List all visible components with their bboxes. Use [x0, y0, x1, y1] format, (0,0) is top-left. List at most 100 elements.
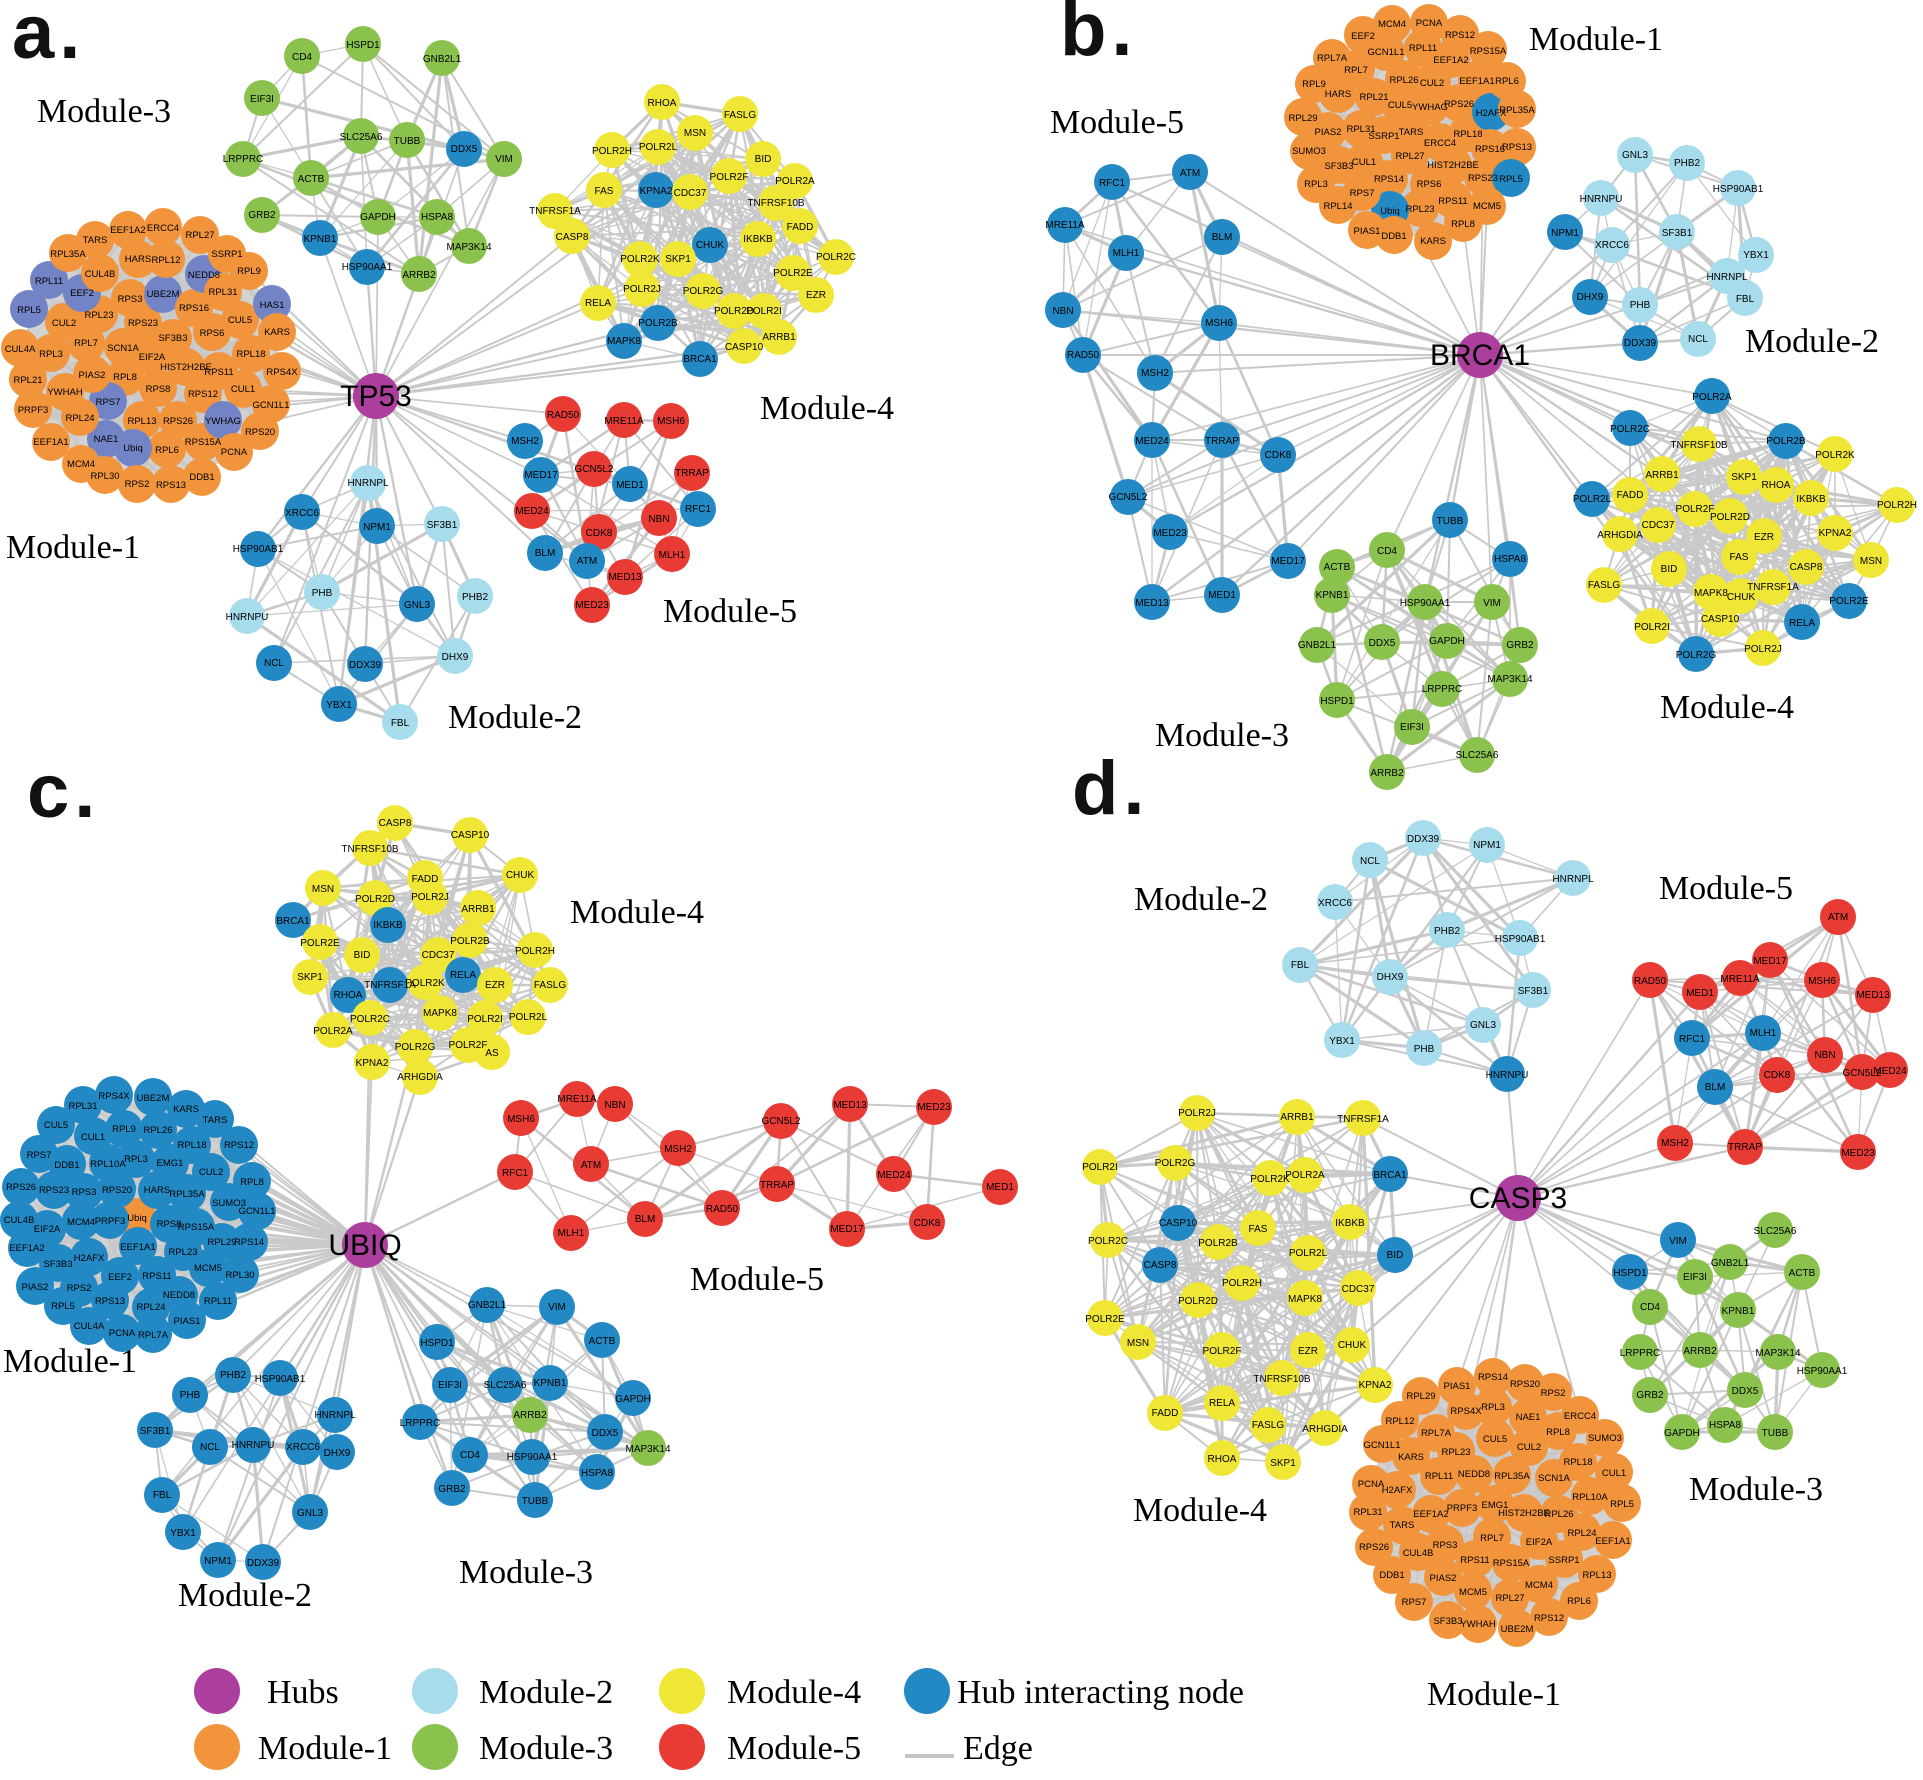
svg-text:MED17: MED17 — [830, 1224, 864, 1235]
svg-text:EEF1A1: EEF1A1 — [120, 1242, 155, 1253]
svg-text:DDX39: DDX39 — [349, 660, 382, 671]
svg-text:XRCC6: XRCC6 — [1318, 898, 1352, 909]
svg-text:Module-2: Module-2 — [178, 1577, 312, 1614]
svg-text:SF3B1: SF3B1 — [1518, 986, 1549, 997]
svg-text:SSRP1: SSRP1 — [211, 249, 242, 260]
svg-text:POLR2A: POLR2A — [775, 176, 815, 187]
svg-text:CUL5: CUL5 — [1388, 100, 1412, 111]
svg-text:RPL6: RPL6 — [1495, 76, 1519, 87]
svg-text:POLR2H: POLR2H — [1877, 500, 1917, 511]
svg-text:PHB: PHB — [1630, 300, 1651, 311]
svg-text:HSP90AB1: HSP90AB1 — [255, 1374, 306, 1385]
svg-text:MAP3K14: MAP3K14 — [1487, 674, 1532, 685]
svg-text:MAPK8: MAPK8 — [1288, 1294, 1322, 1305]
svg-text:POLR2E: POLR2E — [773, 268, 813, 279]
svg-text:RPL21: RPL21 — [13, 375, 42, 386]
svg-text:CDC37: CDC37 — [1642, 520, 1675, 531]
svg-text:KPNA2: KPNA2 — [1359, 1380, 1392, 1391]
svg-text:POLR2A: POLR2A — [313, 1026, 353, 1037]
svg-text:RPS16: RPS16 — [1475, 144, 1505, 155]
svg-text:HSPD1: HSPD1 — [420, 1338, 454, 1349]
svg-text:RFC1: RFC1 — [502, 1168, 529, 1179]
svg-text:EIF3I: EIF3I — [250, 94, 274, 105]
svg-text:MED1: MED1 — [616, 480, 644, 491]
svg-text:NPM1: NPM1 — [1473, 840, 1501, 851]
svg-text:GRB2: GRB2 — [1506, 640, 1534, 651]
svg-text:CASP10: CASP10 — [1701, 614, 1740, 625]
svg-text:POLR2J: POLR2J — [1744, 644, 1782, 655]
svg-text:PHB2: PHB2 — [1674, 158, 1701, 169]
svg-text:RPL11: RPL11 — [1409, 43, 1437, 54]
svg-text:HSPA8: HSPA8 — [421, 212, 453, 223]
svg-text:RPL31: RPL31 — [68, 1101, 97, 1112]
svg-text:SLC25A6: SLC25A6 — [1754, 1226, 1797, 1237]
svg-text:RPL5: RPL5 — [17, 305, 41, 316]
svg-text:POLR2B: POLR2B — [450, 936, 490, 947]
svg-text:RPL24: RPL24 — [136, 1302, 165, 1313]
svg-text:KARS: KARS — [264, 327, 290, 338]
svg-text:MED24: MED24 — [1135, 436, 1169, 447]
svg-text:TUBB: TUBB — [522, 1496, 549, 1507]
svg-text:NEDD8: NEDD8 — [163, 1290, 195, 1301]
svg-text:BID: BID — [1661, 564, 1678, 575]
svg-text:RPS4X: RPS4X — [1450, 1406, 1482, 1417]
svg-text:PIAS2: PIAS2 — [1315, 127, 1342, 138]
svg-text:RPS2: RPS2 — [125, 479, 150, 490]
svg-text:HNRNPU: HNRNPU — [232, 1440, 275, 1451]
svg-text:RPS3: RPS3 — [1433, 1540, 1458, 1551]
svg-text:Module-1: Module-1 — [1427, 1676, 1561, 1713]
svg-text:Hub interacting node: Hub interacting node — [957, 1674, 1244, 1711]
svg-text:CDK8: CDK8 — [1265, 450, 1292, 461]
svg-text:RFC1: RFC1 — [1679, 1034, 1706, 1045]
svg-text:RPL35A: RPL35A — [169, 1189, 205, 1200]
svg-text:CHUK: CHUK — [506, 870, 535, 881]
svg-text:FBL: FBL — [391, 718, 410, 729]
svg-text:ARRB2: ARRB2 — [1683, 1346, 1717, 1357]
svg-text:MED13: MED13 — [1135, 598, 1169, 609]
svg-text:RPL27: RPL27 — [185, 230, 214, 241]
svg-text:MCM5: MCM5 — [1459, 1587, 1487, 1598]
svg-text:RHOA: RHOA — [334, 990, 363, 1001]
svg-text:SF3B1: SF3B1 — [1662, 228, 1693, 239]
svg-text:RELA: RELA — [1209, 1398, 1235, 1409]
svg-text:POLR2G: POLR2G — [395, 1042, 436, 1053]
svg-text:DDB1: DDB1 — [1381, 231, 1406, 242]
svg-text:ACTB: ACTB — [1324, 562, 1351, 573]
svg-text:YWHAH: YWHAH — [47, 387, 83, 398]
svg-text:EEF1A1: EEF1A1 — [1595, 1536, 1630, 1547]
svg-text:POLR2D: POLR2D — [1710, 512, 1750, 523]
svg-text:RPS7: RPS7 — [1402, 1597, 1427, 1608]
svg-text:CASP8: CASP8 — [379, 818, 412, 829]
svg-text:a.: a. — [12, 0, 85, 75]
svg-text:MSH2: MSH2 — [511, 436, 539, 447]
svg-text:EMG1: EMG1 — [157, 1158, 184, 1169]
svg-text:UBE2M: UBE2M — [137, 1093, 170, 1104]
svg-text:MLH1: MLH1 — [558, 1228, 585, 1239]
svg-text:POLR2F: POLR2F — [1203, 1346, 1242, 1357]
svg-text:RPL6: RPL6 — [155, 445, 179, 456]
svg-text:RPS7: RPS7 — [1350, 188, 1375, 199]
svg-text:KPNB1: KPNB1 — [534, 1378, 567, 1389]
svg-text:MLH1: MLH1 — [659, 550, 686, 561]
svg-text:HNRNPU: HNRNPU — [226, 612, 269, 623]
svg-text:RPL7A: RPL7A — [138, 1330, 169, 1341]
svg-text:PRPF3: PRPF3 — [95, 1216, 126, 1227]
svg-text:ATM: ATM — [1180, 168, 1200, 179]
svg-text:CUL2: CUL2 — [199, 1167, 223, 1178]
svg-text:RPS15A: RPS15A — [1470, 46, 1507, 57]
svg-text:RPL29: RPL29 — [207, 1237, 236, 1248]
svg-text:TNFRSF1A: TNFRSF1A — [1337, 1114, 1389, 1125]
svg-text:RPL21: RPL21 — [1359, 92, 1388, 103]
svg-text:RPS3: RPS3 — [118, 294, 143, 305]
svg-text:RPS15A: RPS15A — [1493, 1558, 1530, 1569]
svg-text:MCM4: MCM4 — [1378, 19, 1406, 30]
svg-text:BLM: BLM — [1705, 1082, 1726, 1093]
svg-text:EEF2: EEF2 — [108, 1272, 132, 1283]
svg-text:POLR2I: POLR2I — [1634, 622, 1670, 633]
svg-text:RPL3: RPL3 — [124, 1154, 148, 1165]
svg-text:HSP90AB1: HSP90AB1 — [233, 544, 284, 555]
svg-text:CUL1: CUL1 — [1352, 157, 1376, 168]
svg-text:PIAS2: PIAS2 — [1430, 1573, 1457, 1584]
svg-text:TRRAP: TRRAP — [760, 1180, 794, 1191]
svg-text:MED24: MED24 — [515, 506, 549, 517]
